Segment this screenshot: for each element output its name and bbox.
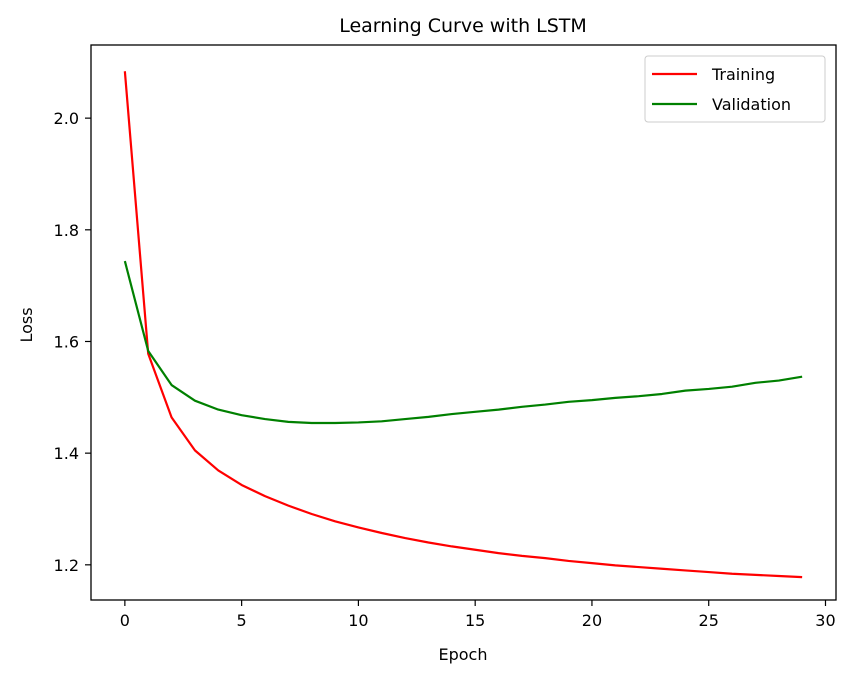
legend-training-label: Training [711, 65, 775, 84]
plot-area [123, 71, 803, 579]
y-tick-label: 1.4 [54, 444, 79, 463]
chart-title: Learning Curve with LSTM [339, 15, 587, 37]
x-tick-label: 0 [120, 611, 130, 630]
y-tick-label: 1.8 [54, 221, 79, 240]
x-axis-ticks: 0 5 10 15 20 25 30 [120, 600, 836, 630]
x-axis-label: Epoch [439, 645, 488, 664]
x-tick-label: 5 [237, 611, 247, 630]
y-tick-label: 1.2 [54, 556, 79, 575]
legend-validation-label: Validation [712, 95, 791, 114]
x-tick-label: 25 [699, 611, 719, 630]
series-line-validation [123, 260, 803, 425]
y-tick-label: 2.0 [54, 109, 79, 128]
x-tick-label: 15 [465, 611, 485, 630]
y-axis-ticks: 1.2 1.4 1.6 1.8 2.0 [54, 109, 91, 575]
y-axis-label: Loss [17, 307, 36, 342]
x-tick-label: 20 [582, 611, 602, 630]
series-line-training [123, 71, 803, 579]
x-tick-label: 10 [348, 611, 368, 630]
legend: Training Validation [644, 55, 826, 123]
legend-box [644, 55, 826, 123]
axes-frame [90, 44, 837, 601]
y-tick-label: 1.6 [54, 332, 79, 351]
x-tick-label: 30 [815, 611, 835, 630]
